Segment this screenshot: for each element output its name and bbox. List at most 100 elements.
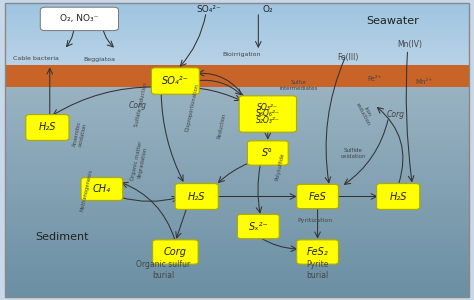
Bar xyxy=(5,116,469,121)
Bar xyxy=(5,133,469,137)
Text: Seawater: Seawater xyxy=(367,16,419,26)
Bar xyxy=(5,53,469,55)
FancyBboxPatch shape xyxy=(239,96,296,132)
Text: Sₓ²⁻: Sₓ²⁻ xyxy=(248,221,268,232)
Bar xyxy=(5,29,469,30)
Text: Corg: Corg xyxy=(128,101,146,110)
Bar xyxy=(5,91,469,95)
Text: Sediment: Sediment xyxy=(36,232,89,242)
Bar xyxy=(5,154,469,158)
Bar xyxy=(5,61,469,62)
Bar xyxy=(5,34,469,35)
Bar xyxy=(5,213,469,217)
Bar xyxy=(5,31,469,32)
Bar xyxy=(5,251,469,255)
Text: H₂S: H₂S xyxy=(390,191,407,202)
Text: Cable bacteria: Cable bacteria xyxy=(13,56,58,61)
Bar xyxy=(5,5,469,7)
Bar xyxy=(5,57,469,58)
Text: Beggiatoa: Beggiatoa xyxy=(83,58,116,62)
FancyBboxPatch shape xyxy=(153,240,198,264)
Text: Methanogenesis: Methanogenesis xyxy=(79,169,93,212)
Text: Organic matter
degradation: Organic matter degradation xyxy=(130,141,149,182)
Text: S°: S° xyxy=(262,148,273,158)
Bar xyxy=(5,30,469,31)
Bar xyxy=(5,247,469,251)
Text: FeS₂: FeS₂ xyxy=(307,247,328,257)
Text: Corg: Corg xyxy=(164,247,187,257)
Text: SO₄²⁻: SO₄²⁻ xyxy=(162,76,189,86)
Bar xyxy=(5,62,469,63)
Bar xyxy=(5,24,469,25)
Bar xyxy=(5,184,469,188)
Bar xyxy=(5,19,469,20)
Bar xyxy=(5,175,469,179)
Bar xyxy=(5,35,469,36)
Text: Mn²⁺: Mn²⁺ xyxy=(416,79,433,85)
Bar xyxy=(5,196,469,200)
Text: Organic sulfur
burial: Organic sulfur burial xyxy=(137,260,191,280)
Text: Pyritization: Pyritization xyxy=(298,218,333,223)
Text: Iron
reduction: Iron reduction xyxy=(354,100,376,127)
Bar xyxy=(5,46,469,47)
FancyBboxPatch shape xyxy=(81,178,123,200)
Bar xyxy=(5,44,469,45)
Bar xyxy=(5,58,469,60)
Bar xyxy=(5,163,469,167)
Text: Reduction: Reduction xyxy=(217,112,227,139)
Bar xyxy=(5,150,469,154)
Text: S₆O₆²⁻: S₆O₆²⁻ xyxy=(256,110,280,118)
Bar xyxy=(5,255,469,259)
Bar xyxy=(5,16,469,18)
Bar xyxy=(5,87,469,91)
Bar xyxy=(5,142,469,146)
Bar xyxy=(5,25,469,26)
Bar xyxy=(5,276,469,280)
Bar xyxy=(5,23,469,24)
Bar xyxy=(5,205,469,209)
Bar xyxy=(5,108,469,112)
Bar xyxy=(5,3,469,4)
Text: Disproportionation: Disproportionation xyxy=(184,82,200,131)
Bar xyxy=(5,272,469,276)
Bar xyxy=(5,121,469,125)
Bar xyxy=(5,18,469,19)
FancyBboxPatch shape xyxy=(376,184,419,209)
Bar xyxy=(5,51,469,52)
Text: CH₄: CH₄ xyxy=(93,184,111,194)
Bar xyxy=(5,293,469,297)
Bar xyxy=(5,63,469,64)
FancyBboxPatch shape xyxy=(26,115,69,140)
FancyBboxPatch shape xyxy=(152,68,199,94)
Bar xyxy=(5,38,469,39)
Bar xyxy=(5,158,469,163)
Bar xyxy=(5,171,469,175)
Text: Sulfate reduction: Sulfate reduction xyxy=(134,82,148,127)
Bar xyxy=(5,242,469,247)
Bar xyxy=(5,21,469,23)
Bar xyxy=(5,20,469,21)
Text: O₂, NO₃⁻: O₂, NO₃⁻ xyxy=(61,14,99,23)
Bar xyxy=(5,230,469,234)
Text: S₂O₃²⁻: S₂O₃²⁻ xyxy=(256,116,280,125)
FancyBboxPatch shape xyxy=(247,141,288,165)
Bar xyxy=(5,280,469,284)
Bar xyxy=(5,49,469,50)
Bar xyxy=(5,226,469,230)
Bar xyxy=(5,129,469,133)
Bar xyxy=(5,188,469,192)
Text: SO₃²⁻: SO₃²⁻ xyxy=(257,103,278,112)
Bar xyxy=(5,192,469,196)
Bar xyxy=(5,64,469,87)
Bar xyxy=(5,100,469,104)
Bar xyxy=(5,40,469,41)
Bar xyxy=(5,263,469,268)
Bar xyxy=(5,7,469,8)
Bar xyxy=(5,15,469,16)
Bar xyxy=(5,50,469,51)
Bar xyxy=(5,289,469,293)
Bar xyxy=(5,14,469,15)
Bar xyxy=(5,217,469,221)
Text: Polysulfide: Polysulfide xyxy=(274,152,285,181)
Bar xyxy=(5,56,469,57)
